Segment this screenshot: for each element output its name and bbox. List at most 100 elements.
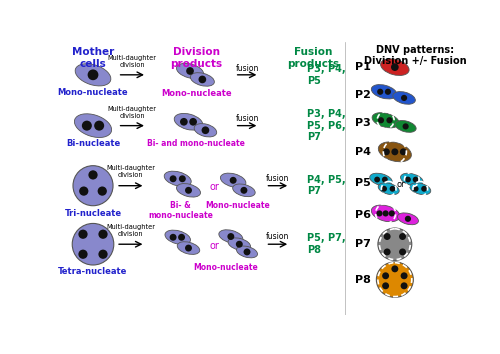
Circle shape [230, 177, 236, 184]
Circle shape [377, 89, 384, 95]
Text: P2: P2 [355, 90, 370, 100]
Ellipse shape [378, 142, 412, 162]
Circle shape [185, 187, 192, 194]
Ellipse shape [378, 183, 399, 195]
Circle shape [378, 117, 384, 123]
Circle shape [170, 234, 176, 241]
Circle shape [190, 118, 197, 126]
Text: P8: P8 [355, 275, 370, 285]
Circle shape [421, 186, 427, 192]
Circle shape [405, 177, 411, 182]
Text: or: or [396, 180, 406, 189]
Ellipse shape [393, 92, 415, 104]
Ellipse shape [232, 184, 255, 197]
Text: fusion: fusion [266, 232, 289, 241]
Ellipse shape [72, 223, 114, 265]
Circle shape [400, 272, 407, 279]
Circle shape [399, 249, 406, 255]
Circle shape [382, 272, 389, 279]
Text: P6: P6 [355, 210, 371, 220]
Circle shape [382, 177, 388, 182]
Ellipse shape [400, 173, 423, 186]
Text: or: or [210, 182, 220, 192]
Ellipse shape [74, 114, 112, 137]
Circle shape [388, 210, 395, 217]
Ellipse shape [73, 166, 113, 206]
Circle shape [376, 210, 382, 217]
Circle shape [198, 76, 206, 83]
Circle shape [405, 216, 411, 222]
Text: Bi- and mono-nucleate: Bi- and mono-nucleate [148, 139, 245, 148]
Circle shape [399, 233, 406, 240]
Ellipse shape [164, 171, 191, 186]
Ellipse shape [376, 262, 414, 297]
Circle shape [412, 177, 418, 182]
Circle shape [88, 69, 99, 80]
Ellipse shape [378, 228, 412, 261]
Circle shape [374, 177, 380, 182]
Circle shape [391, 63, 398, 71]
Circle shape [244, 249, 250, 255]
Ellipse shape [372, 85, 397, 99]
Ellipse shape [176, 184, 201, 197]
Ellipse shape [380, 59, 409, 75]
Text: P3, P4,
P5, P6,
P7: P3, P4, P5, P6, P7 [307, 109, 346, 142]
Ellipse shape [370, 173, 392, 186]
Ellipse shape [398, 213, 418, 225]
Circle shape [98, 187, 107, 196]
Circle shape [202, 126, 209, 134]
Ellipse shape [165, 230, 190, 245]
Text: Mono-nucleate: Mono-nucleate [193, 263, 258, 272]
Circle shape [178, 234, 185, 241]
Text: P4: P4 [355, 147, 371, 157]
Ellipse shape [236, 246, 258, 258]
Text: P4, P5,
P7: P4, P5, P7 [307, 175, 346, 196]
Circle shape [82, 121, 92, 131]
Ellipse shape [174, 113, 203, 130]
Text: Mono-nucleate: Mono-nucleate [206, 201, 270, 210]
Circle shape [402, 123, 408, 130]
Circle shape [400, 148, 407, 155]
Ellipse shape [176, 63, 204, 79]
Circle shape [240, 187, 248, 194]
Text: Mono-nucleate: Mono-nucleate [161, 89, 232, 98]
Text: P5: P5 [355, 178, 370, 188]
Ellipse shape [410, 183, 431, 195]
Circle shape [98, 230, 108, 239]
Ellipse shape [220, 173, 246, 188]
Circle shape [381, 186, 387, 192]
Text: P1: P1 [355, 62, 370, 72]
Circle shape [385, 89, 391, 95]
Circle shape [185, 245, 192, 252]
Text: Multi-daughter
division: Multi-daughter division [108, 55, 157, 68]
Text: or: or [210, 241, 220, 251]
Ellipse shape [372, 205, 400, 222]
Circle shape [384, 249, 390, 255]
Ellipse shape [177, 242, 200, 255]
Circle shape [382, 282, 389, 289]
Circle shape [79, 187, 88, 196]
Circle shape [400, 282, 407, 289]
Ellipse shape [228, 238, 250, 251]
Circle shape [392, 148, 398, 155]
Circle shape [384, 233, 390, 240]
Text: Mother
cells: Mother cells [72, 47, 114, 69]
Text: Multi-daughter
division: Multi-daughter division [108, 106, 157, 119]
Circle shape [170, 175, 176, 182]
Circle shape [392, 266, 398, 272]
Text: Multi-daughter
division: Multi-daughter division [106, 165, 155, 178]
Ellipse shape [194, 124, 216, 137]
Circle shape [236, 241, 243, 248]
Circle shape [94, 121, 104, 131]
Circle shape [390, 186, 396, 192]
Circle shape [180, 118, 188, 126]
Text: fusion: fusion [236, 114, 258, 123]
Text: Multi-daughter
division: Multi-daughter division [106, 223, 155, 236]
Ellipse shape [190, 73, 214, 86]
Text: P7: P7 [355, 239, 370, 249]
Circle shape [401, 95, 407, 101]
Circle shape [179, 175, 186, 182]
Text: DNV patterns:
Division +/- Fusion: DNV patterns: Division +/- Fusion [364, 45, 466, 67]
Ellipse shape [219, 230, 243, 243]
Circle shape [88, 170, 98, 179]
